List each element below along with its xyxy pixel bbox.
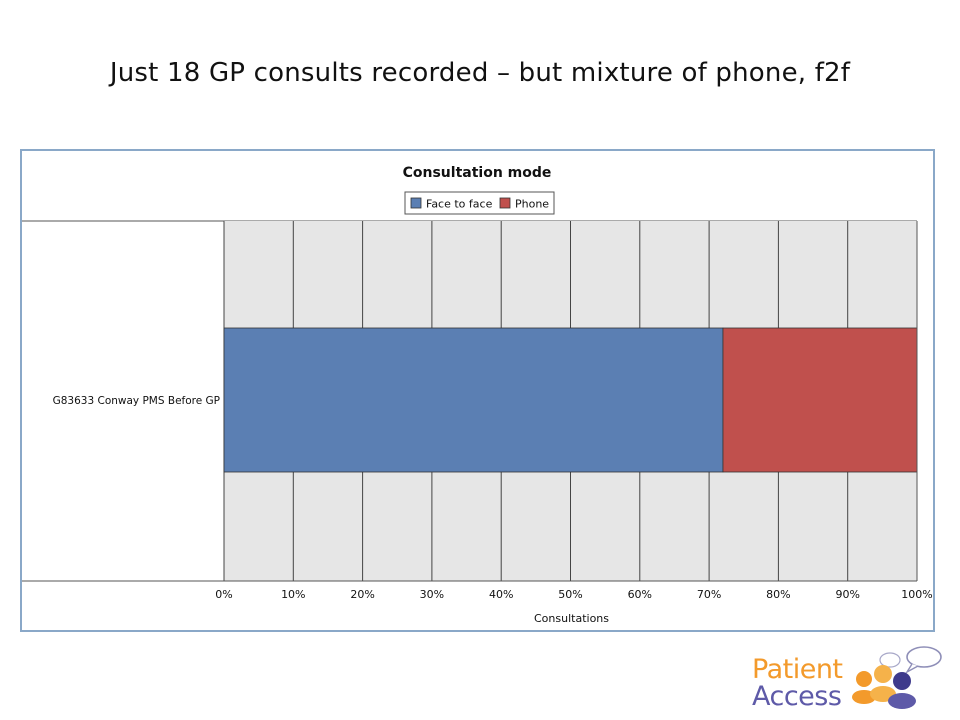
x-tick-label-3: 30% [420, 588, 444, 601]
x-tick-label-6: 60% [628, 588, 652, 601]
legend-swatch-1 [499, 197, 511, 209]
x-tick-label-4: 40% [489, 588, 513, 601]
x-tick-label-2: 20% [350, 588, 374, 601]
logo-text-patient: Patient [752, 654, 843, 685]
chart-title: Consultation mode [403, 165, 552, 181]
legend-label-0: Face to face [426, 198, 493, 211]
category-label-0: G83633 Conway PMS Before GP [53, 395, 220, 407]
x-tick-label-7: 70% [697, 588, 721, 601]
logo-text-access: Access [752, 681, 842, 712]
x-tick-label-1: 10% [281, 588, 305, 601]
x-tick-label-9: 90% [835, 588, 859, 601]
logo-people-icon [852, 646, 942, 709]
consultation-mode-chart: Consultation mode Face to face Phone G83633… [22, 165, 933, 625]
slide-title: Just 18 GP consults recorded – but mixtu… [109, 58, 851, 88]
bar-phone [722, 327, 918, 473]
legend-label-1: Phone [515, 198, 549, 211]
x-tick-label-10: 100% [901, 588, 932, 601]
legend-swatch-0 [410, 197, 422, 209]
chart-frame: Consultation mode Face to face Phone G83633… [20, 149, 935, 632]
x-tick-label-0: 0% [215, 588, 232, 601]
patient-access-logo: Patient Access [752, 646, 952, 712]
x-axis-label: Consultations [534, 612, 609, 625]
legend-box [404, 191, 555, 215]
x-tick-label-5: 50% [558, 588, 582, 601]
x-tick-label-8: 80% [766, 588, 790, 601]
bar-face-to-face [223, 327, 724, 473]
